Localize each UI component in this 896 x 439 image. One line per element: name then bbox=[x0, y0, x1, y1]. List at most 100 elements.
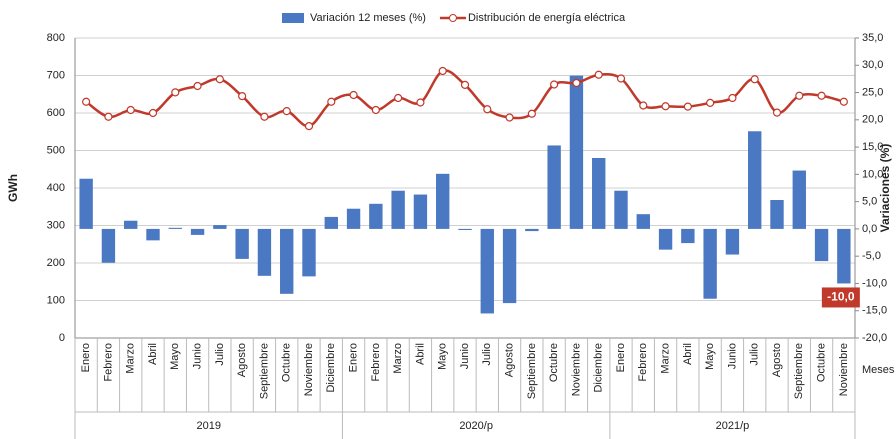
x-group-label: 2020/p bbox=[459, 420, 493, 432]
x-tick-label: Octubre bbox=[815, 343, 827, 382]
legend-swatch bbox=[282, 13, 304, 23]
x-tick-label: Julio bbox=[749, 343, 761, 366]
y2-tick-label: 30,0 bbox=[862, 59, 883, 71]
bar bbox=[146, 228, 160, 241]
y2-tick-label: 15,0 bbox=[862, 141, 883, 153]
bar bbox=[547, 145, 561, 229]
line-marker bbox=[371, 105, 380, 115]
bar bbox=[525, 228, 539, 232]
x-tick-label: Agosto bbox=[771, 343, 783, 377]
y-tick-label: 800 bbox=[47, 32, 65, 44]
bar bbox=[614, 190, 628, 229]
x-tick-label: Enero bbox=[615, 343, 627, 372]
bar bbox=[770, 200, 784, 229]
bar bbox=[257, 228, 272, 276]
x-tick-label: Marzo bbox=[392, 343, 404, 374]
x-tick-label: Septiembre bbox=[526, 343, 538, 399]
y2-tick-label: 20,0 bbox=[862, 114, 883, 126]
x-tick-label: Septiembre bbox=[258, 343, 270, 399]
line-marker bbox=[661, 102, 670, 111]
line-marker bbox=[505, 113, 514, 122]
y-axis-title: GWh bbox=[6, 174, 20, 202]
x-tick-label: Junio bbox=[726, 343, 738, 369]
x-tick-label: Marzo bbox=[125, 343, 137, 374]
line-marker bbox=[327, 97, 336, 106]
x-tick-label: Febrero bbox=[637, 343, 649, 382]
bar bbox=[369, 203, 383, 229]
y2-tick-label: -5,0 bbox=[862, 250, 881, 262]
bar bbox=[235, 228, 249, 259]
line-marker bbox=[572, 78, 581, 88]
bar bbox=[703, 228, 717, 299]
bar bbox=[168, 227, 182, 229]
data-label: -10,0 bbox=[827, 290, 855, 304]
bar bbox=[190, 228, 205, 235]
bar bbox=[837, 228, 851, 284]
y2-tick-label: 35,0 bbox=[862, 32, 883, 44]
line-marker bbox=[639, 101, 648, 110]
x-tick-label: Noviembre bbox=[838, 343, 850, 396]
bar bbox=[458, 228, 472, 230]
y-tick-label: 100 bbox=[47, 294, 65, 306]
line-marker bbox=[349, 90, 358, 100]
bar bbox=[636, 214, 650, 229]
y-tick-label: 700 bbox=[47, 69, 65, 81]
bar bbox=[391, 190, 405, 229]
bar bbox=[681, 228, 695, 244]
y-tick-label: 500 bbox=[47, 144, 65, 156]
x-tick-label: Diciembre bbox=[325, 343, 337, 393]
bar bbox=[436, 173, 450, 229]
y2-axis-title: Variaciones (%) bbox=[878, 144, 892, 233]
x-tick-label: Enero bbox=[347, 343, 359, 372]
x-tick-label: Mayo bbox=[169, 343, 181, 370]
line-marker bbox=[550, 80, 559, 89]
bar bbox=[725, 228, 740, 255]
legend-swatch bbox=[448, 14, 457, 22]
bar bbox=[79, 178, 93, 229]
bar bbox=[124, 220, 138, 229]
line-marker bbox=[750, 75, 759, 84]
line-marker bbox=[772, 108, 782, 117]
x-tick-label: Julio bbox=[481, 343, 493, 366]
y2-tick-label: -10,0 bbox=[862, 277, 887, 289]
x-tick-label: Abril bbox=[682, 343, 694, 365]
y-tick-label: 600 bbox=[47, 107, 65, 119]
bar bbox=[502, 228, 517, 304]
bar bbox=[324, 216, 338, 229]
bar bbox=[480, 228, 494, 314]
x-group-label: 2021/p bbox=[716, 420, 750, 432]
line-marker bbox=[282, 107, 291, 116]
x-tick-label: Mayo bbox=[437, 343, 449, 370]
line-marker bbox=[728, 93, 737, 103]
x-tick-label: Noviembre bbox=[303, 343, 315, 396]
bar bbox=[748, 131, 762, 229]
line-marker bbox=[394, 93, 403, 103]
line-marker bbox=[193, 81, 202, 91]
line-marker bbox=[706, 98, 715, 107]
x-tick-label: Abril bbox=[414, 343, 426, 365]
x-tick-label: Diciembre bbox=[593, 343, 605, 393]
x-tick-label: Enero bbox=[80, 343, 92, 372]
y2-tick-label: -15,0 bbox=[862, 305, 887, 317]
bar bbox=[302, 228, 316, 277]
bar bbox=[569, 75, 584, 229]
bar bbox=[658, 228, 673, 250]
line-marker bbox=[817, 91, 826, 100]
bar bbox=[592, 158, 606, 229]
y-tick-label: 400 bbox=[47, 182, 65, 194]
y2-tick-label: 10,0 bbox=[862, 168, 883, 180]
x-tick-label: Mayo bbox=[704, 343, 716, 370]
bar bbox=[213, 225, 227, 229]
line-marker bbox=[795, 91, 804, 100]
legend-label: Variación 12 meses (%) bbox=[310, 12, 426, 24]
line-marker bbox=[215, 75, 224, 84]
data-label-box bbox=[821, 287, 860, 308]
x-tick-label: Agosto bbox=[503, 343, 515, 377]
x-tick-label: Febrero bbox=[370, 343, 382, 382]
line-marker bbox=[171, 88, 180, 97]
line-marker bbox=[260, 112, 269, 121]
x-tick-label: Julio bbox=[214, 343, 226, 366]
line-marker bbox=[616, 74, 626, 83]
x-tick-label: Febrero bbox=[102, 343, 114, 382]
